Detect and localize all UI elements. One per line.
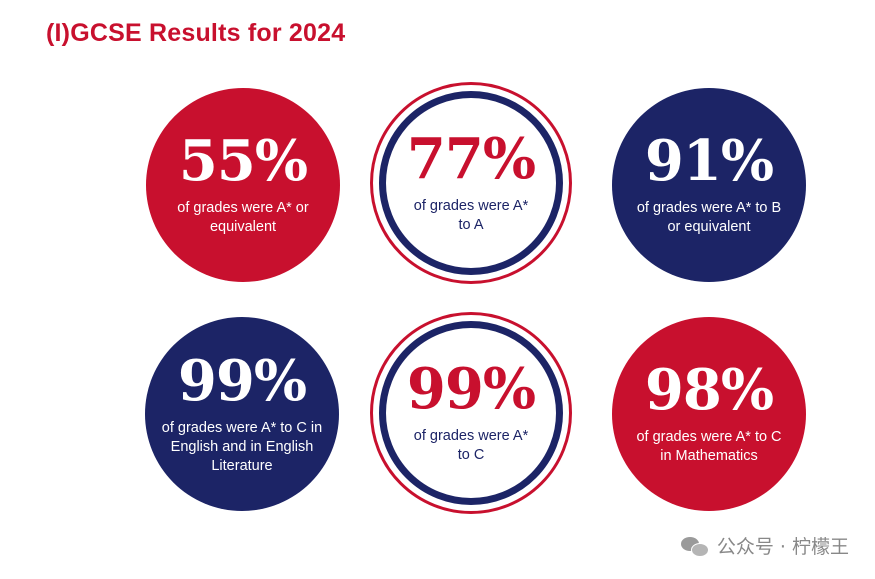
stat-description: of grades were A* or equivalent — [177, 200, 309, 235]
stat-description: of grades were A* to B or equivalent — [636, 200, 782, 235]
stat-value: 98% — [644, 357, 774, 423]
stat-circle-a-star-to-b: 91% of grades were A* to B or equivalent — [612, 88, 806, 282]
wechat-icon — [680, 535, 709, 557]
stat-description: of grades were A* to C in Mathematics — [636, 429, 782, 464]
stat-circle-a-star-to-c: 99% of grades were A* to C — [370, 312, 572, 514]
stat-description: of grades were A* to C — [413, 428, 529, 463]
watermark: 公众号 · 柠檬王 — [680, 532, 849, 559]
stat-circle-a-star: 55% of grades were A* or equivalent — [146, 88, 340, 282]
stat-circle-a-star-to-a: 77% of grades were A* to A — [370, 82, 572, 284]
stat-value: 99% — [177, 347, 307, 414]
stat-description: of grades were A* to C in English and in… — [161, 419, 323, 474]
stat-value: 91% — [644, 128, 774, 194]
stat-value: 55% — [178, 128, 308, 194]
stat-value: 77% — [406, 126, 536, 192]
page-title: (I)GCSE Results for 2024 — [46, 19, 346, 47]
stat-value: 99% — [406, 356, 536, 422]
stat-description: of grades were A* to A — [413, 198, 529, 233]
watermark-text: 公众号 · 柠檬王 — [716, 536, 849, 558]
stat-circle-mathematics: 98% of grades were A* to C in Mathematic… — [612, 317, 806, 511]
stat-circle-english: 99% of grades were A* to C in English an… — [145, 317, 339, 511]
